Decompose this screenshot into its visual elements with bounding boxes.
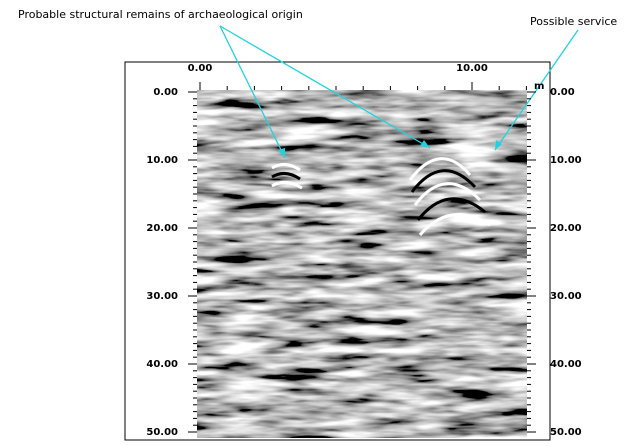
y-tick-label: 0.00 [550, 87, 575, 98]
y-tick-label: 30.00 [146, 291, 178, 302]
y-tick-label: 20.00 [550, 223, 582, 234]
annotation: Possible service [530, 15, 617, 28]
y-tick-label: 40.00 [550, 359, 582, 370]
x-tick-label: 0.00 [188, 63, 213, 74]
y-tick-label: 40.00 [146, 359, 178, 370]
x-tick-label: 10.00 [456, 63, 488, 74]
arrows [219, 25, 579, 159]
radargram [197, 90, 527, 438]
arrow-heads [278, 140, 502, 158]
annotation: Probable structural remains of archaeolo… [18, 8, 303, 21]
x-unit: m [534, 81, 544, 92]
y-tick-label: 20.00 [146, 223, 178, 234]
y-tick-label: 50.00 [146, 427, 178, 438]
y-tick-label: 0.00 [153, 87, 178, 98]
y-tick-label: 30.00 [550, 291, 582, 302]
y-tick-label: 50.00 [550, 427, 582, 438]
reflections [271, 157, 491, 236]
y-tick-label: 10.00 [550, 155, 582, 166]
y-tick-label: 10.00 [146, 155, 178, 166]
